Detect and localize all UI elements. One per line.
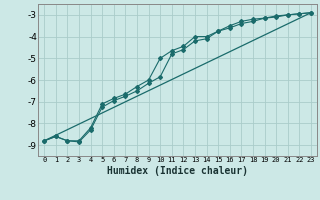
X-axis label: Humidex (Indice chaleur): Humidex (Indice chaleur) bbox=[107, 166, 248, 176]
